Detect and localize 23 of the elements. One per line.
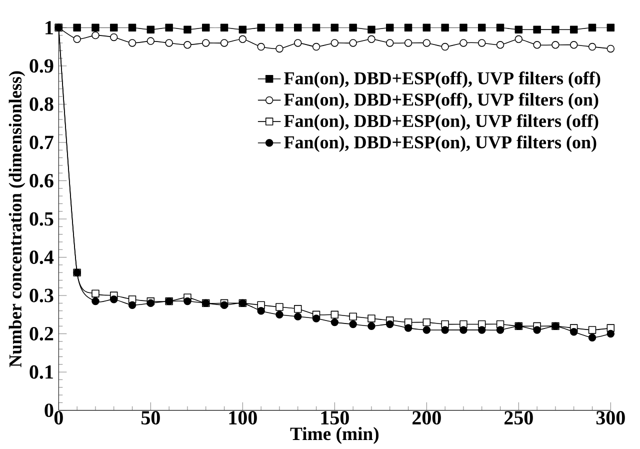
x-tick-label: 100: [229, 411, 257, 425]
x-tick-label: 250: [504, 411, 533, 425]
y-tick-label: 0.2: [30, 326, 54, 341]
x-tick-label: 50: [141, 411, 160, 425]
x-tick-label: 300: [596, 411, 625, 425]
legend-label: Fan(on), DBD+ESP(off), UVP filters (off): [284, 72, 600, 88]
y-tick-label: 0.1: [30, 365, 53, 379]
y-tick-label: 0.9: [30, 59, 54, 73]
x-axis-title: Time (min): [290, 427, 379, 444]
legend-label: Fan(on), DBD+ESP(on), UVP filters (on): [284, 136, 596, 152]
x-tick-label: 150: [321, 411, 349, 425]
y-tick-label: 1: [46, 21, 53, 34]
x-tick-label: 200: [412, 411, 441, 425]
y-tick-label: 0.7: [30, 136, 54, 150]
x-tick-label: 0: [54, 411, 63, 425]
y-tick-label: 0.6: [30, 174, 54, 188]
y-tick-label: 0.8: [30, 97, 54, 111]
legend-label: Fan(on), DBD+ESP(off), UVP filters (on): [284, 92, 598, 110]
y-tick-label: 0.5: [30, 212, 54, 226]
y-axis-title: Number concentration (dimensionless): [8, 71, 26, 368]
legend-label: Fan(on), DBD+ESP(on), UVP filters (off): [284, 114, 598, 131]
y-tick-label: 0.3: [30, 288, 54, 302]
y-tick-label: 0.4: [30, 250, 54, 264]
